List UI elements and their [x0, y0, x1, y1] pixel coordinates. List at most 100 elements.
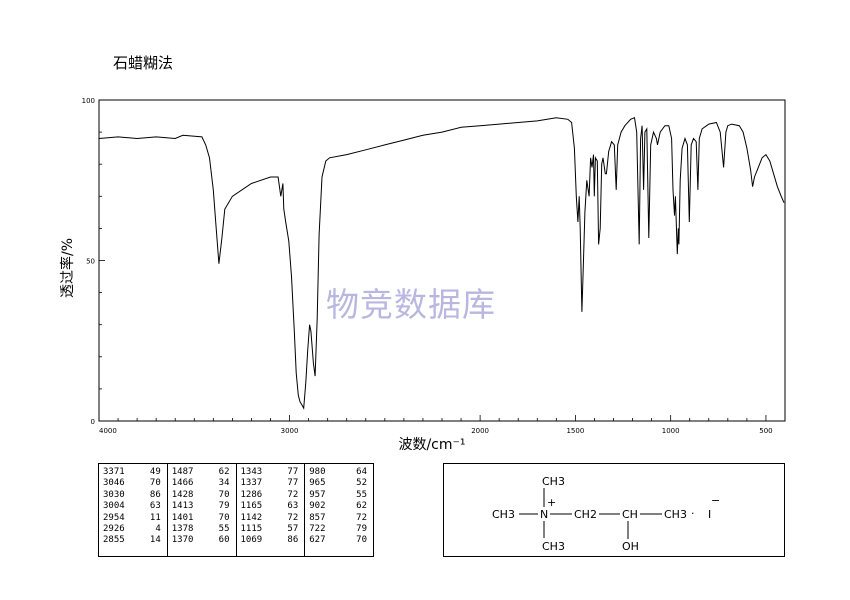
x-tick-label: 1000	[662, 427, 680, 435]
peak-wavenumber: 1069	[240, 535, 263, 546]
peak-wavenumber: 1428	[171, 489, 194, 500]
peak-transmittance: 62	[356, 501, 367, 512]
peak-wavenumber: 1401	[171, 512, 194, 523]
peak-transmittance: 70	[356, 535, 367, 546]
peak-wavenumber: 3030	[103, 489, 125, 500]
peak-transmittance: 62	[218, 467, 230, 477]
structure-ch3-bottom: CH3	[542, 540, 565, 553]
peak-wavenumber: 980	[309, 467, 326, 477]
peak-wavenumber: 1466	[171, 478, 194, 489]
peak-transmittance: 34	[218, 478, 230, 489]
structure-n: N	[540, 508, 548, 521]
peak-transmittance: 70	[149, 478, 161, 489]
peak-wavenumber: 1337	[240, 478, 263, 489]
peak-wavenumber: 857	[309, 512, 326, 523]
spectrum-line	[98, 116, 785, 410]
peak-table-row: 3046 70	[99, 478, 167, 489]
peak-wavenumber: 902	[309, 501, 326, 512]
peak-transmittance: 55	[356, 489, 367, 500]
peak-transmittance: 86	[287, 535, 299, 546]
structure-charge-plus: +	[547, 496, 556, 509]
peak-table: 3371 49 3046 70 3030 86 3004 63 2954 11 2926 4 2855 1…	[98, 463, 374, 557]
method-title: 石蜡糊法	[113, 54, 174, 72]
x-tick-label: 500	[759, 427, 772, 435]
structure-box: CH3 CH3 N + CH2 CH CH3 · I − CH3 OH	[443, 463, 785, 557]
peak-wavenumber: 1286	[240, 489, 263, 500]
peak-transmittance: 79	[218, 501, 230, 512]
peak-table-row: 1413 79	[168, 501, 236, 512]
peak-transmittance: 11	[149, 512, 161, 523]
peak-transmittance: 72	[356, 512, 367, 523]
y-tick-label: 50	[86, 258, 95, 266]
peak-table-row: 2926 4	[99, 524, 167, 535]
peak-table-row: 2855 14	[99, 535, 167, 546]
y-tick-label: 100	[82, 97, 95, 105]
peak-table-row: 857 72	[305, 513, 373, 524]
peak-wavenumber: 957	[309, 489, 326, 500]
x-tick-label: 4000	[99, 427, 117, 435]
watermark: 物竞数据库	[326, 285, 496, 324]
ir-spectrum-chart: 4000 3000 2000 1500 1000 500 0 50 100 波数/cm⁻¹ 透过…	[59, 97, 786, 453]
peak-table-row: 965 52	[305, 478, 373, 489]
peak-transmittance: 49	[149, 467, 161, 477]
peak-transmittance: 52	[356, 478, 367, 489]
peak-wavenumber: 3004	[103, 501, 125, 512]
y-tick-label: 0	[91, 418, 95, 426]
peak-transmittance: 63	[287, 501, 299, 512]
structure-charge-minus: −	[711, 494, 720, 507]
peak-table-row: 1115 57	[237, 524, 305, 535]
peak-transmittance: 55	[218, 523, 230, 534]
axis-tick-labels: 4000 3000 2000 1500 1000 500 0 50 100	[82, 97, 773, 435]
peak-transmittance: 60	[218, 535, 230, 546]
peak-wavenumber: 722	[309, 523, 326, 534]
peak-table-column: 980 64 965 52 957 55 902 62 857 72 722 79 627 70	[305, 464, 373, 556]
peak-transmittance: 63	[149, 501, 161, 512]
peak-table-row: 1286 72	[237, 490, 305, 501]
peak-table-row: 3004 63	[99, 501, 167, 512]
x-tick-label: 2000	[471, 427, 489, 435]
peak-table-row: 2954 11	[99, 513, 167, 524]
peak-table-row: 1401 70	[168, 513, 236, 524]
structure-oh: OH	[622, 540, 639, 553]
structure-bonds	[519, 488, 662, 539]
peak-transmittance: 77	[287, 467, 299, 477]
structure-ch3-right: CH3	[664, 508, 687, 521]
peak-table-column: 1343 77 1337 77 1286 72 1165 63 1142 72 1115 57 1069…	[237, 464, 306, 556]
peak-wavenumber: 2855	[103, 535, 125, 546]
peak-wavenumber: 965	[309, 478, 326, 489]
peak-wavenumber: 2926	[103, 523, 125, 534]
peak-transmittance: 4	[155, 523, 161, 534]
structure-dot: ·	[691, 507, 695, 520]
peak-wavenumber: 1115	[240, 523, 263, 534]
peak-table-row: 627 70	[305, 535, 373, 546]
peak-table-row: 3371 49	[99, 467, 167, 478]
peak-wavenumber: 627	[309, 535, 326, 546]
chemical-structure: CH3 CH3 N + CH2 CH CH3 · I − CH3 OH	[492, 475, 720, 553]
peak-wavenumber: 1165	[240, 501, 263, 512]
peak-transmittance: 57	[287, 523, 299, 534]
peak-transmittance: 64	[356, 467, 367, 477]
x-tick-label: 1500	[566, 427, 584, 435]
peak-wavenumber: 1370	[171, 535, 194, 546]
x-axis-label: 波数/cm⁻¹	[398, 437, 465, 453]
structure-ch3-left: CH3	[492, 508, 515, 521]
peak-wavenumber: 3046	[103, 478, 125, 489]
peak-wavenumber: 1487	[171, 467, 194, 477]
peak-table-row: 1378 55	[168, 524, 236, 535]
peak-transmittance: 77	[287, 478, 299, 489]
peak-table-row: 1370 60	[168, 535, 236, 546]
peak-table-row: 980 64	[305, 467, 373, 478]
peak-table-row: 1466 34	[168, 478, 236, 489]
peak-table-row: 1337 77	[237, 478, 305, 489]
peak-transmittance: 79	[356, 523, 367, 534]
peak-table-row: 957 55	[305, 490, 373, 501]
peak-table-column: 1487 62 1466 34 1428 70 1413 79 1401 70 1378 55 1370…	[168, 464, 237, 556]
peak-transmittance: 86	[149, 489, 161, 500]
peak-wavenumber: 1142	[240, 512, 263, 523]
structure-ch: CH	[622, 508, 638, 521]
structure-iodide: I	[708, 508, 711, 521]
peak-transmittance: 72	[287, 489, 299, 500]
peak-table-row: 1343 77	[237, 467, 305, 478]
structure-ch2: CH2	[574, 508, 597, 521]
